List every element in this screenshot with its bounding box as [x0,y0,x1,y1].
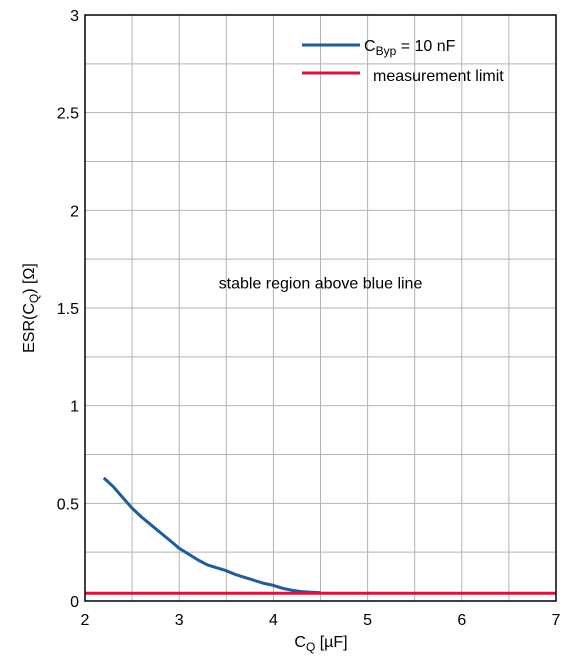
x-tick-label: 4 [269,612,278,629]
y-tick-label: 0 [70,594,79,611]
x-tick-label: 6 [457,612,466,629]
grid [85,15,556,601]
legend-label-cbyp: CByp = 10 nF [364,38,456,58]
y-tick-label: 2.5 [57,106,79,123]
y-tick-label: 2 [70,203,79,220]
y-tick-label: 3 [70,8,79,25]
annotation-stable-region: stable region above blue line [219,275,423,292]
x-tick-label: 2 [81,612,90,629]
x-axis-label: CQ [µF] [294,634,347,654]
y-axis-label: ESR(CQ) [Ω] [21,263,41,353]
legend-label-measurement-limit: measurement limit [373,68,504,85]
x-tick-label: 7 [552,612,561,629]
tick-labels: 2 3 4 5 6 7 0 0.5 1 1.5 2 2.5 3 [57,8,561,629]
plot-frame [84,14,557,602]
legend: CByp = 10 nF measurement limit [302,38,504,85]
y-tick-label: 1.5 [57,301,79,318]
x-tick-label: 5 [363,612,372,629]
x-tick-label: 3 [175,612,184,629]
series-layer [85,476,556,595]
y-tick-label: 0.5 [57,496,79,513]
y-tick-label: 1 [70,399,79,416]
series-line-cbyp [102,476,321,595]
